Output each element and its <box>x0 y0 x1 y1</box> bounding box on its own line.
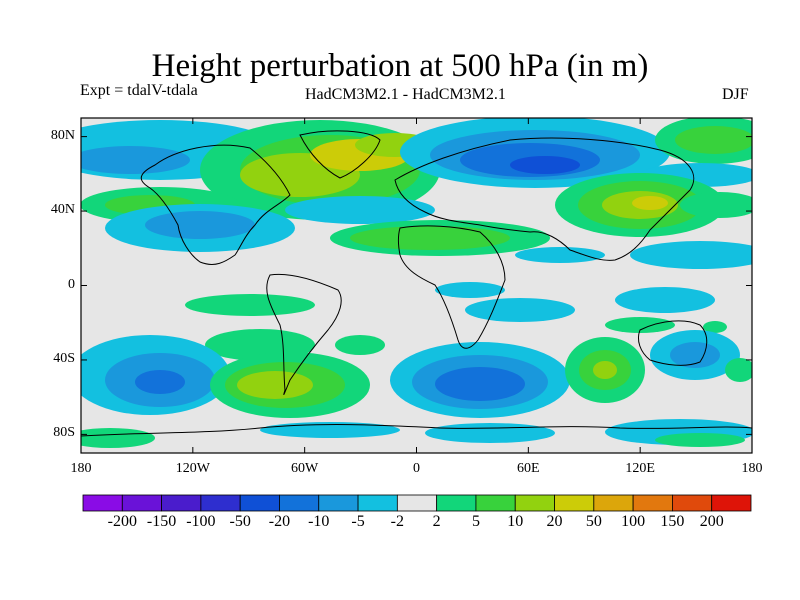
lon-tick-label: 60E <box>517 461 540 476</box>
colorbar-swatch <box>357 494 398 512</box>
colorbar-swatch <box>396 494 438 512</box>
colorbar-swatch <box>318 494 359 512</box>
contour-region <box>465 298 575 322</box>
colorbar-label: -10 <box>308 513 330 530</box>
lon-tick-label: 0 <box>413 461 420 476</box>
eurasia-coast <box>394 137 695 261</box>
contour-region <box>435 367 525 401</box>
contour-region <box>675 126 752 154</box>
colorbar-swatch <box>436 494 477 512</box>
contour-region <box>725 358 752 382</box>
contour-region <box>515 247 605 263</box>
colorbar-label: -150 <box>146 513 177 530</box>
season-label: DJF <box>722 86 749 103</box>
colorbar-swatch <box>239 494 280 512</box>
contour-region <box>260 422 400 438</box>
colorbar-swatch <box>475 494 516 512</box>
contour-region <box>593 361 617 379</box>
greenland-coast <box>299 130 381 179</box>
contour-region <box>135 370 185 394</box>
colorbar-swatch <box>161 494 202 512</box>
contour-region <box>655 433 745 447</box>
colorbar-swatch <box>711 494 752 512</box>
lat-tick-label: 80N <box>50 127 75 143</box>
contour-region <box>425 423 555 443</box>
lat-tick-label: 80S <box>53 425 75 441</box>
north-america-coast <box>140 144 291 265</box>
contour-region <box>185 294 315 316</box>
colorbar-swatch <box>279 494 320 512</box>
colorbar-swatch <box>200 494 241 512</box>
antarctica-coast <box>81 424 752 437</box>
colorbar-swatch <box>593 494 634 512</box>
colorbar-label: -5 <box>351 513 365 530</box>
lon-tick-label: 180 <box>741 461 763 476</box>
colorbar-swatch <box>82 494 123 512</box>
colorbar-label: 2 <box>432 513 441 530</box>
lat-tick-label: 40S <box>53 350 75 366</box>
contour-region <box>632 196 668 210</box>
colorbar-label: 10 <box>507 513 524 530</box>
contour-region <box>335 335 385 355</box>
lon-tick-label: 120W <box>175 461 210 476</box>
africa-coast <box>398 225 506 349</box>
colorbar-swatch <box>514 494 555 512</box>
colorbar-label: -20 <box>268 513 291 530</box>
contour-region <box>237 371 313 399</box>
lon-tick-label: 180 <box>70 461 92 476</box>
contour-region <box>670 342 720 368</box>
experiment-label: Expt = tdalV-tdala <box>80 82 198 99</box>
contour-region <box>510 156 580 174</box>
lat-tick-label: 40N <box>50 202 75 218</box>
contour-region <box>285 196 435 224</box>
contour-field <box>81 118 752 448</box>
colorbar-label: -100 <box>186 513 216 530</box>
colorbar-swatch <box>632 494 673 512</box>
colorbar-label: 100 <box>621 513 646 530</box>
colorbar-swatch <box>121 494 162 512</box>
contour-region <box>81 428 155 448</box>
colorbar-swatch <box>672 494 713 512</box>
colorbar-label: 5 <box>471 513 480 530</box>
axis-ticks <box>80 118 753 453</box>
lat-tick-label: 0 <box>68 276 75 292</box>
chart-title: Height perturbation at 500 hPa (in m) <box>151 48 649 84</box>
colorbar-label: 50 <box>585 513 602 530</box>
lon-tick-label: 60W <box>291 461 319 476</box>
contour-region <box>350 226 510 250</box>
south-america-coast <box>266 273 342 395</box>
contour-region <box>145 211 255 239</box>
colorbar-label: -2 <box>390 513 404 530</box>
contour-region <box>435 282 505 298</box>
colorbar-label: 200 <box>699 513 724 530</box>
colorbar-label: 150 <box>660 513 685 530</box>
contour-region <box>615 287 715 313</box>
contour-region <box>680 192 752 218</box>
lon-tick-label: 120E <box>625 461 655 476</box>
contour-region <box>703 321 727 333</box>
contour-region <box>81 146 190 174</box>
contour-region <box>630 241 752 269</box>
colorbar-label: -200 <box>107 513 137 530</box>
colorbar-swatch <box>554 494 595 512</box>
colorbar-label: -50 <box>229 513 251 530</box>
contour-region <box>605 317 675 333</box>
model-label: HadCM3M2.1 - HadCM3M2.1 <box>305 86 506 103</box>
colorbar <box>82 494 752 512</box>
colorbar-label: 20 <box>546 513 563 530</box>
coastlines <box>81 130 752 437</box>
australia-coast <box>637 320 708 366</box>
